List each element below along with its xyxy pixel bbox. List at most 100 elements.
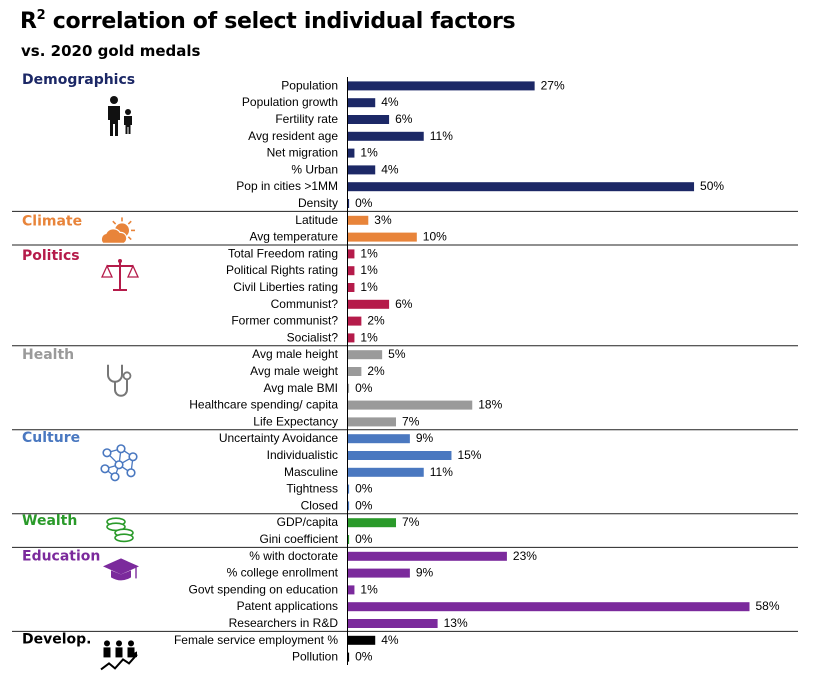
bar [347,249,355,259]
title-superscript: 2 [36,8,46,23]
bar-label: Pop in cities >1MM [236,179,338,193]
bar-label: Latitude [295,213,338,227]
bar-label: Civil Liberties rating [233,280,338,294]
bar-value-label: 0% [355,532,373,546]
bar-value-label: 4% [381,162,399,176]
bar-label: Individualistic [267,448,338,462]
bar-label: Population growth [242,95,338,109]
bar-value-label: 15% [457,448,481,462]
coins-icon [106,517,134,543]
bar-label: Gini coefficient [260,532,339,546]
bar-label: Density [298,196,338,210]
bar-label: Masculine [284,465,338,479]
bar [347,484,350,494]
bar [347,602,750,612]
bar-value-label: 3% [374,213,392,227]
title-rest: correlation of select individual factors [45,9,516,34]
bar-label: Avg male BMI [264,381,338,395]
group-heading-0: Demographics [22,72,135,88]
bar-label: Life Expectancy [253,414,338,428]
bar-value-label: 18% [478,398,502,412]
bar [347,518,397,528]
bar-label: Tightness [286,482,338,496]
group-heading-5: Wealth [22,513,77,529]
group-heading-4: Culture [22,430,80,446]
bar-value-label: 7% [402,414,420,428]
bar-value-label: 1% [360,263,378,277]
bar [347,367,362,376]
bar-value-label: 0% [355,650,373,664]
bar [347,417,397,427]
bar-value-label: 9% [416,431,434,445]
bar [347,115,390,124]
bar-label: Avg male height [252,347,339,361]
bar [347,165,376,175]
network-icon [100,444,138,482]
bar-value-label: 11% [430,129,453,143]
bar-value-label: 6% [395,297,413,311]
bar-label: Former communist? [231,314,338,328]
bar [347,333,355,343]
chart-title: R2 correlation of select individual fact… [20,8,516,34]
scales-icon [100,259,140,291]
bar-label: % with doctorate [249,549,338,563]
bar-value-label: 5% [388,347,406,361]
bar-label: Govt spending on education [189,582,338,596]
bar [347,434,410,444]
bar-value-label: 7% [402,515,420,529]
bar [347,81,535,91]
bar-value-label: 1% [360,582,378,596]
bar [347,266,355,276]
bar [347,98,376,108]
bar [347,131,424,141]
bar-value-label: 2% [367,314,385,328]
bar-label: Female service employment % [174,633,338,647]
bar-label: Avg temperature [250,230,339,244]
bar-value-label: 1% [360,280,378,294]
bar-value-label: 9% [416,566,434,580]
bar-value-label: 2% [367,364,385,378]
bar-value-label: 23% [513,549,537,563]
bar-value-label: 1% [360,146,378,160]
bar-value-label: 0% [355,196,373,210]
bar [347,535,350,544]
bar [347,652,350,662]
bar [347,148,355,158]
bar [347,350,383,360]
growth-people-icon [100,640,138,671]
bar-value-label: 6% [395,112,413,126]
bar-label: Avg resident age [248,129,338,143]
group-heading-1: Climate [22,213,82,229]
bar-label: Healthcare spending/ capita [189,398,338,412]
graduation-cap-icon [103,558,139,581]
bar-label: Political Rights rating [226,263,338,277]
bar [347,619,438,628]
bar [347,383,350,393]
bar-label: Socialist? [287,330,339,344]
bar [347,283,355,292]
sun-cloud-icon [100,217,135,244]
group-heading-3: Health [22,347,74,363]
bar-value-label: 1% [360,330,378,344]
title-main: R [20,9,37,34]
bar-label: Net migration [267,146,338,160]
bar-label: Researchers in R&D [229,616,339,630]
chart-subtitle: vs. 2020 gold medals [21,42,201,60]
family-icon [108,96,132,136]
bar-value-label: 1% [360,246,378,260]
bar [347,551,507,561]
bar [347,635,376,645]
bar-label: GDP/capita [277,515,339,529]
bar [347,215,369,225]
bar-value-label: 0% [355,498,373,512]
bar [347,182,695,192]
bar-value-label: 0% [355,482,373,496]
group-heading-7: Develop. [22,631,92,647]
bar-value-label: 0% [355,381,373,395]
bar-label: Patent applications [237,599,338,613]
bar [347,501,350,511]
bar-value-label: 4% [381,95,399,109]
bar-label: Fertility rate [275,112,338,126]
bar [347,299,390,309]
